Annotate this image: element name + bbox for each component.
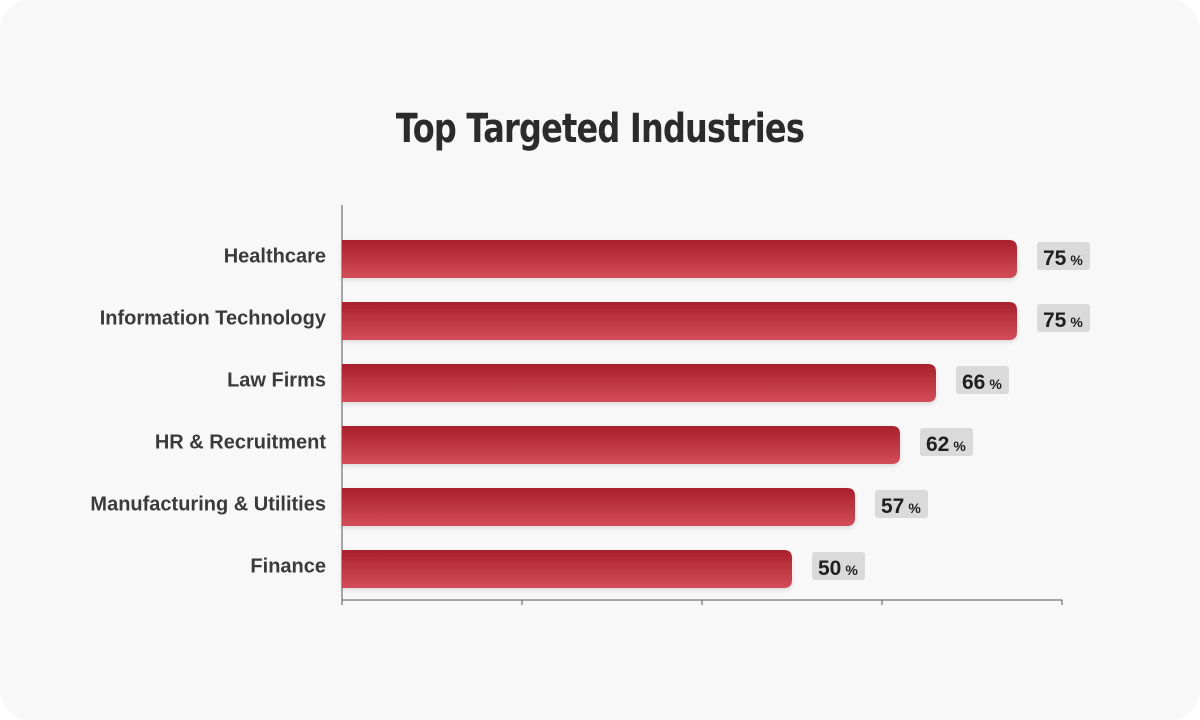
bar xyxy=(342,302,1017,340)
chart-value-labels: 75 % 75 % 66 % 62 % 57 % 50% xyxy=(812,242,1090,580)
category-label: Law Firms xyxy=(227,369,326,391)
bar xyxy=(342,364,936,402)
value-label: 62% xyxy=(926,433,966,456)
value-label-background xyxy=(1037,304,1090,332)
value-label-background xyxy=(920,428,973,456)
category-label: HR & Recruitment xyxy=(155,431,326,453)
category-label: Finance xyxy=(250,555,326,577)
bar xyxy=(342,488,855,526)
value-label: 75% xyxy=(1043,247,1083,270)
value-label-background xyxy=(1037,242,1090,270)
bar xyxy=(342,426,900,464)
bar xyxy=(342,240,1017,278)
value-label-background xyxy=(812,552,865,580)
value-label: 66% xyxy=(962,371,1002,394)
value-label-background xyxy=(956,366,1009,394)
value-label: 57% xyxy=(881,495,921,518)
chart-title: Top Targeted Industries xyxy=(395,106,805,152)
category-label: Healthcare xyxy=(224,245,326,267)
chart-bars xyxy=(342,240,1017,588)
bar xyxy=(342,550,792,588)
category-label: Manufacturing & Utilities xyxy=(90,493,326,515)
value-label-background xyxy=(875,490,928,518)
value-label: 75% xyxy=(1043,309,1083,332)
value-label: 50% xyxy=(818,557,858,580)
category-label: Information Technology xyxy=(100,307,327,329)
chart-category-labels: Healthcare Information Technology Law Firm… xyxy=(90,245,326,577)
